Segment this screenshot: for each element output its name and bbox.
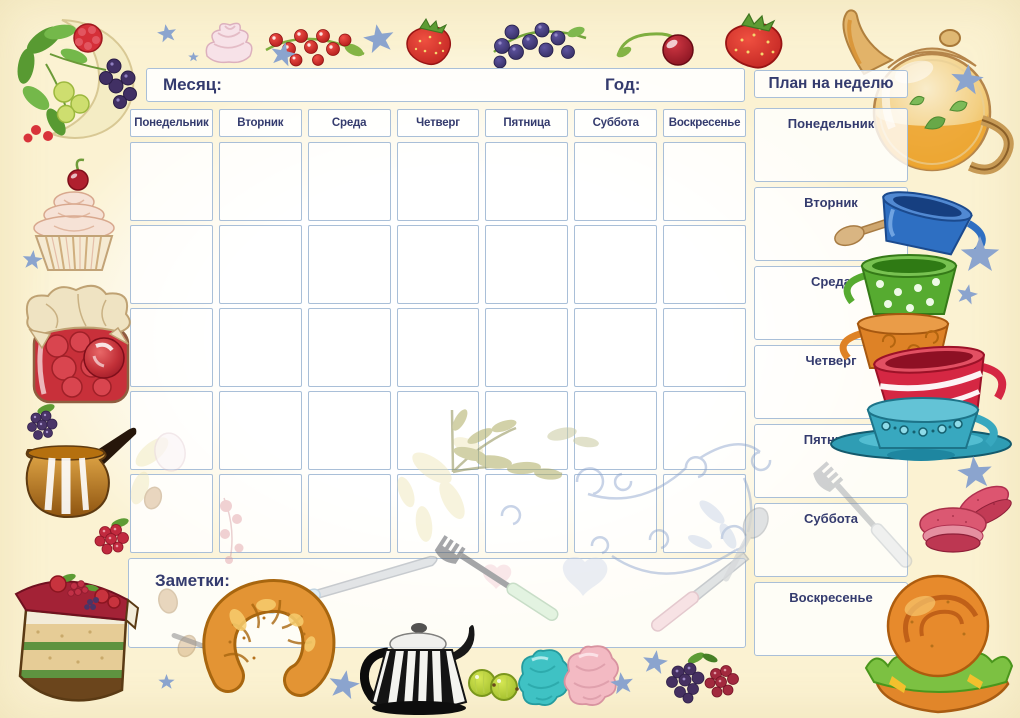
- week-plan-wednesday[interactable]: Среда: [754, 266, 908, 340]
- week-plan-day-label: Пятница: [803, 432, 859, 447]
- calendar-cell[interactable]: [307, 474, 391, 553]
- calendar-cell[interactable]: [574, 142, 658, 221]
- week-plan-day-label: Понедельник: [787, 116, 875, 131]
- cupcake-with-cherry-illustration: [33, 158, 115, 271]
- week-plan-friday[interactable]: Пятница: [754, 424, 908, 498]
- pink-marshmallow-illustration: [563, 645, 619, 706]
- pink-macarons-illustration: [919, 485, 1012, 553]
- week-plan-monday[interactable]: Понедельник: [754, 108, 908, 182]
- star-icon: [361, 21, 398, 56]
- calendar-cell[interactable]: [218, 474, 302, 553]
- strawberry-illustration: [406, 18, 452, 66]
- month-year-bar: Месяц: Год:: [146, 68, 745, 102]
- day-header-monday: Понедельник: [130, 109, 213, 137]
- day-header-wednesday: Среда: [307, 109, 391, 137]
- calendar-cell[interactable]: [307, 391, 391, 470]
- calendar-cell[interactable]: [663, 142, 746, 221]
- calendar-cell[interactable]: [396, 142, 480, 221]
- star-icon: [609, 670, 636, 696]
- week-plan-day-label: Среда: [810, 274, 852, 289]
- calendar-cell[interactable]: [396, 308, 480, 387]
- week-plan-title-box: План на неделю: [754, 70, 908, 98]
- day-header-saturday: Суббота: [574, 109, 658, 137]
- week-plan-thursday[interactable]: Четверг: [754, 345, 908, 419]
- red-currant-sprig-illustration: [265, 29, 365, 67]
- berry-jam-jar-illustration: [26, 284, 131, 404]
- calendar-day-header-row: Понедельник Вторник Среда Четверг Пятниц…: [130, 109, 746, 137]
- calendar-cell[interactable]: [574, 308, 658, 387]
- amber-honey-pitcher-illustration: [25, 427, 137, 519]
- calendar-cell[interactable]: [396, 391, 480, 470]
- star-icon: [156, 22, 179, 44]
- calendar-cell[interactable]: [574, 391, 658, 470]
- star-icon: [948, 62, 985, 97]
- calendar-cell[interactable]: [485, 142, 569, 221]
- calendar-grid: [130, 142, 746, 553]
- week-plan-title: План на неделю: [768, 75, 894, 92]
- calendar-cell[interactable]: [218, 391, 302, 470]
- week-plan-sunday[interactable]: Воскресенье: [754, 582, 908, 656]
- calendar-cell[interactable]: [130, 142, 213, 221]
- month-label: Месяц:: [163, 75, 222, 94]
- pink-meringue-illustration: [205, 22, 253, 64]
- month-value-area[interactable]: [222, 69, 744, 101]
- calendar-cell[interactable]: [218, 142, 302, 221]
- calendar-cell[interactable]: [663, 391, 746, 470]
- calendar-cell[interactable]: [396, 474, 480, 553]
- calendar-cell[interactable]: [574, 474, 658, 553]
- blackberry-and-raspberry-illustration: [666, 652, 739, 704]
- week-plan-saturday[interactable]: Суббота: [754, 503, 908, 577]
- calendar-cell[interactable]: [663, 474, 746, 553]
- week-plan-day-label: Суббота: [804, 511, 858, 526]
- calendar-cell[interactable]: [130, 308, 213, 387]
- calendar-cell[interactable]: [218, 225, 302, 304]
- calendar-cell[interactable]: [130, 225, 213, 304]
- star-icon: [158, 674, 175, 689]
- calendar-cell[interactable]: [485, 308, 569, 387]
- week-plan-tuesday[interactable]: Вторник: [754, 187, 908, 261]
- calendar-cell[interactable]: [396, 225, 480, 304]
- day-header-tuesday: Вторник: [218, 109, 302, 137]
- cherry-illustration: [616, 32, 694, 66]
- notes-label: Заметки:: [155, 571, 230, 590]
- calendar-cell[interactable]: [485, 225, 569, 304]
- week-plan-day-label: Четверг: [805, 353, 857, 368]
- calendar-cell[interactable]: [218, 308, 302, 387]
- year-label: Год:: [605, 75, 641, 94]
- calendar-cell[interactable]: [574, 225, 658, 304]
- notes-panel[interactable]: Заметки:: [128, 558, 746, 648]
- day-header-friday: Пятница: [485, 109, 569, 137]
- star-icon: [21, 249, 44, 271]
- day-header-sunday: Воскресенье: [663, 109, 746, 137]
- star-icon: [954, 282, 980, 307]
- week-plan-day-label: Вторник: [804, 195, 858, 210]
- calendar-cell[interactable]: [663, 308, 746, 387]
- star-icon: [955, 454, 994, 492]
- day-header-thursday: Четверг: [396, 109, 480, 137]
- raspberry-illustration: [94, 518, 129, 555]
- calendar-cell[interactable]: [307, 142, 391, 221]
- gooseberries-illustration: [468, 669, 519, 701]
- star-icon: [640, 648, 669, 676]
- calendar-cell[interactable]: [307, 308, 391, 387]
- calendar-cell[interactable]: [130, 391, 213, 470]
- calendar-cell[interactable]: [663, 225, 746, 304]
- star-icon: [188, 52, 199, 62]
- calendar-cell[interactable]: [485, 391, 569, 470]
- teal-marshmallow-illustration: [518, 649, 570, 706]
- calendar-cell[interactable]: [130, 474, 213, 553]
- week-plan-day-label: Воскресенье: [789, 590, 873, 605]
- calendar-cell[interactable]: [485, 474, 569, 553]
- star-icon: [960, 236, 1000, 271]
- calendar-cell[interactable]: [307, 225, 391, 304]
- blackberry-illustration: [27, 404, 58, 440]
- large-strawberry-illustration: [725, 12, 783, 69]
- blueberry-sprig-illustration: [493, 22, 587, 68]
- star-icon: [326, 667, 363, 702]
- star-icon: [268, 40, 299, 70]
